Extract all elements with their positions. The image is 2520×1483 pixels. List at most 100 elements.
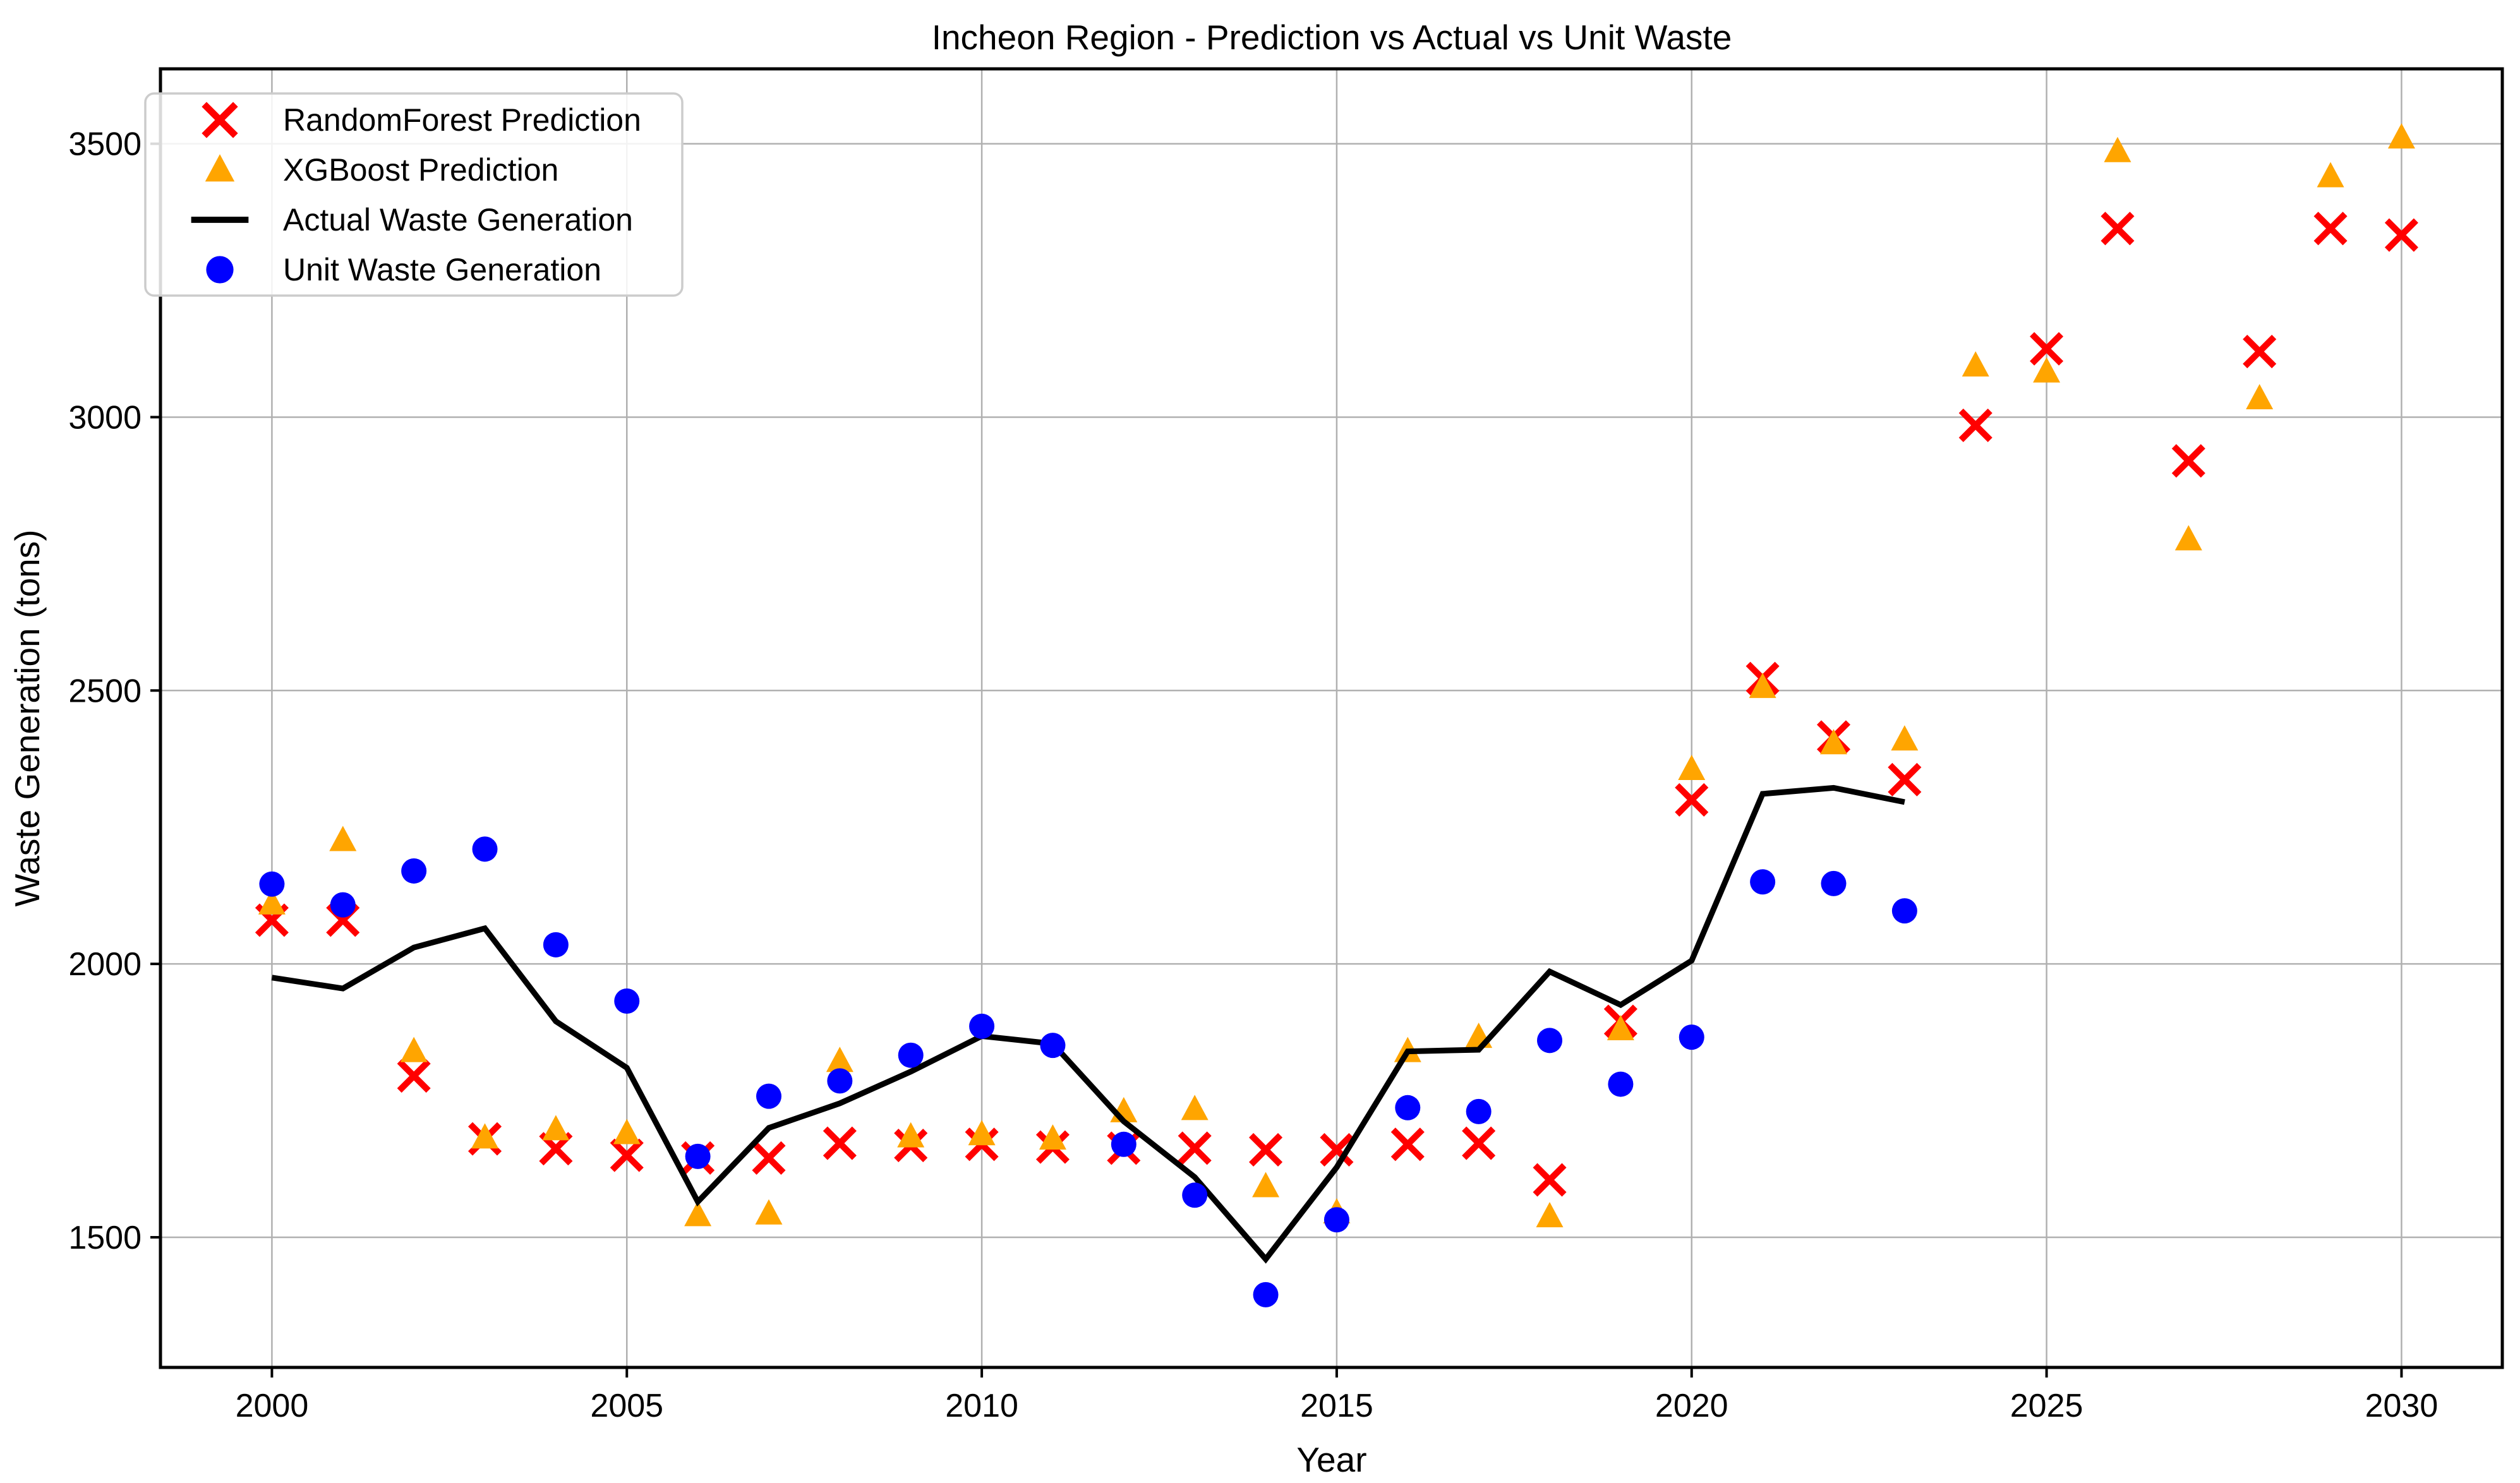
x-tick-label: 2015 [1300, 1388, 1373, 1424]
triangle-marker [205, 154, 235, 182]
x-marker [1533, 1163, 1567, 1197]
x-marker [1675, 783, 1709, 817]
x-tick-label: 2025 [2010, 1388, 2083, 1424]
circle-marker [1253, 1282, 1279, 1307]
legend-item-xgboost-prediction: XGBoost Prediction [205, 152, 558, 188]
y-tick-label: 3000 [68, 399, 142, 436]
circle-marker [1466, 1098, 1492, 1124]
plot-border [159, 67, 2504, 1369]
triangle-marker [2033, 357, 2061, 383]
x-marker [1390, 1127, 1425, 1162]
x-marker [1320, 1132, 1354, 1167]
triangle-marker [471, 1123, 499, 1149]
triangle-marker [1678, 754, 1706, 780]
circle-marker [1750, 869, 1776, 895]
triangle-marker [1891, 725, 1919, 751]
x-marker [2171, 444, 2205, 478]
x-marker [2384, 218, 2418, 252]
y-tick-label: 1500 [68, 1220, 142, 1256]
actual-line [271, 784, 1905, 1264]
triangle-marker [1039, 1124, 1066, 1150]
y-tick-label: 2500 [68, 673, 142, 709]
triangle-marker [2317, 162, 2344, 188]
triangle-marker [826, 1047, 853, 1072]
triangle-marker [1749, 673, 1776, 699]
x-marker [1888, 762, 1922, 796]
circle-marker [756, 1083, 781, 1109]
circle-marker [969, 1013, 995, 1039]
y-axis: 1500 2000 2500 3000 3500 [68, 126, 160, 1256]
triangle-marker [684, 1201, 712, 1227]
x-marker [1958, 408, 1992, 442]
x-marker [2243, 335, 2277, 369]
triangle-marker [2104, 136, 2131, 162]
legend-item-randomforest-prediction: RandomForest Prediction [202, 102, 641, 138]
circle-marker [259, 871, 285, 897]
triangle-marker [258, 889, 286, 915]
x-marker [2313, 212, 2348, 246]
triangle-marker [1252, 1172, 1280, 1198]
x-marker [2101, 212, 2135, 246]
axes-spines [159, 67, 2504, 1369]
triangle-marker [897, 1122, 925, 1148]
legend-box [144, 92, 684, 297]
circle-marker [1323, 1207, 1349, 1233]
circle-marker [1111, 1131, 1136, 1157]
triangle-marker [2246, 384, 2274, 410]
circle-marker [1395, 1095, 1421, 1120]
x-marker [1249, 1132, 1283, 1167]
x-tick-label: 2020 [1655, 1388, 1728, 1424]
circle-marker [614, 988, 640, 1014]
circle-marker [898, 1042, 924, 1068]
triangle-marker [2387, 123, 2415, 149]
x-marker [1178, 1131, 1212, 1165]
series-unit-waste-generation [259, 836, 1917, 1307]
x-axis: 2000 2005 2010 2015 2020 2025 2030 [236, 1367, 2439, 1424]
x-marker [823, 1126, 857, 1160]
plot-series-layer [255, 123, 2418, 1307]
legend-item-unit-waste-generation: Unit Waste Generation [206, 252, 601, 287]
circle-marker [1679, 1024, 1704, 1050]
circle-marker [1608, 1071, 1634, 1097]
series-randomforest-prediction [255, 212, 2418, 1197]
y-axis-label: Waste Generation (tons) [8, 529, 47, 906]
x-marker [752, 1141, 786, 1175]
triangle-marker [968, 1120, 996, 1146]
triangle-marker [1819, 729, 1847, 755]
chart-title: Incheon Region - Prediction vs Actual vs… [932, 18, 1732, 57]
x-marker [1462, 1126, 1496, 1160]
y-tick-label: 2000 [68, 946, 142, 983]
x-axis-label: Year [1296, 1440, 1366, 1479]
triangle-marker [2174, 525, 2202, 551]
triangle-marker [1607, 1015, 1634, 1041]
triangle-marker [400, 1036, 428, 1062]
circle-marker [1891, 898, 1917, 924]
circle-marker [330, 892, 356, 918]
circle-marker [1182, 1182, 1208, 1208]
x-marker [610, 1138, 644, 1172]
triangle-marker [755, 1199, 783, 1225]
circle-marker [685, 1143, 711, 1169]
circle-marker [472, 836, 498, 862]
y-tick-label: 3500 [68, 126, 142, 163]
legend-item-label: XGBoost Prediction [283, 152, 558, 188]
x-tick-label: 2030 [2365, 1388, 2439, 1424]
x-marker [397, 1059, 431, 1093]
gridlines [160, 69, 2502, 1367]
legend-item-label: Unit Waste Generation [283, 252, 601, 287]
legend-item-label: Actual Waste Generation [283, 202, 633, 237]
circle-marker [1040, 1033, 1066, 1059]
triangle-marker [613, 1119, 641, 1144]
triangle-marker [1181, 1095, 1209, 1120]
triangle-marker [1962, 351, 1989, 377]
x-marker [2030, 332, 2064, 366]
circle-marker [206, 256, 234, 284]
x-tick-label: 2000 [236, 1388, 309, 1424]
legend: RandomForest Prediction XGBoost Predictio… [144, 92, 684, 297]
legend-item-actual-waste-generation: Actual Waste Generation [191, 202, 633, 237]
series-actual-waste-generation [271, 784, 1905, 1264]
x-marker [202, 102, 238, 138]
x-tick-label: 2005 [590, 1388, 663, 1424]
circle-marker [1821, 870, 1847, 896]
